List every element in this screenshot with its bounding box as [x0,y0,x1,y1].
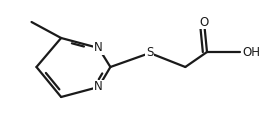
Text: O: O [199,16,209,29]
Text: S: S [146,46,154,59]
Text: N: N [94,42,103,55]
Text: OH: OH [242,46,260,59]
Text: N: N [94,81,103,94]
